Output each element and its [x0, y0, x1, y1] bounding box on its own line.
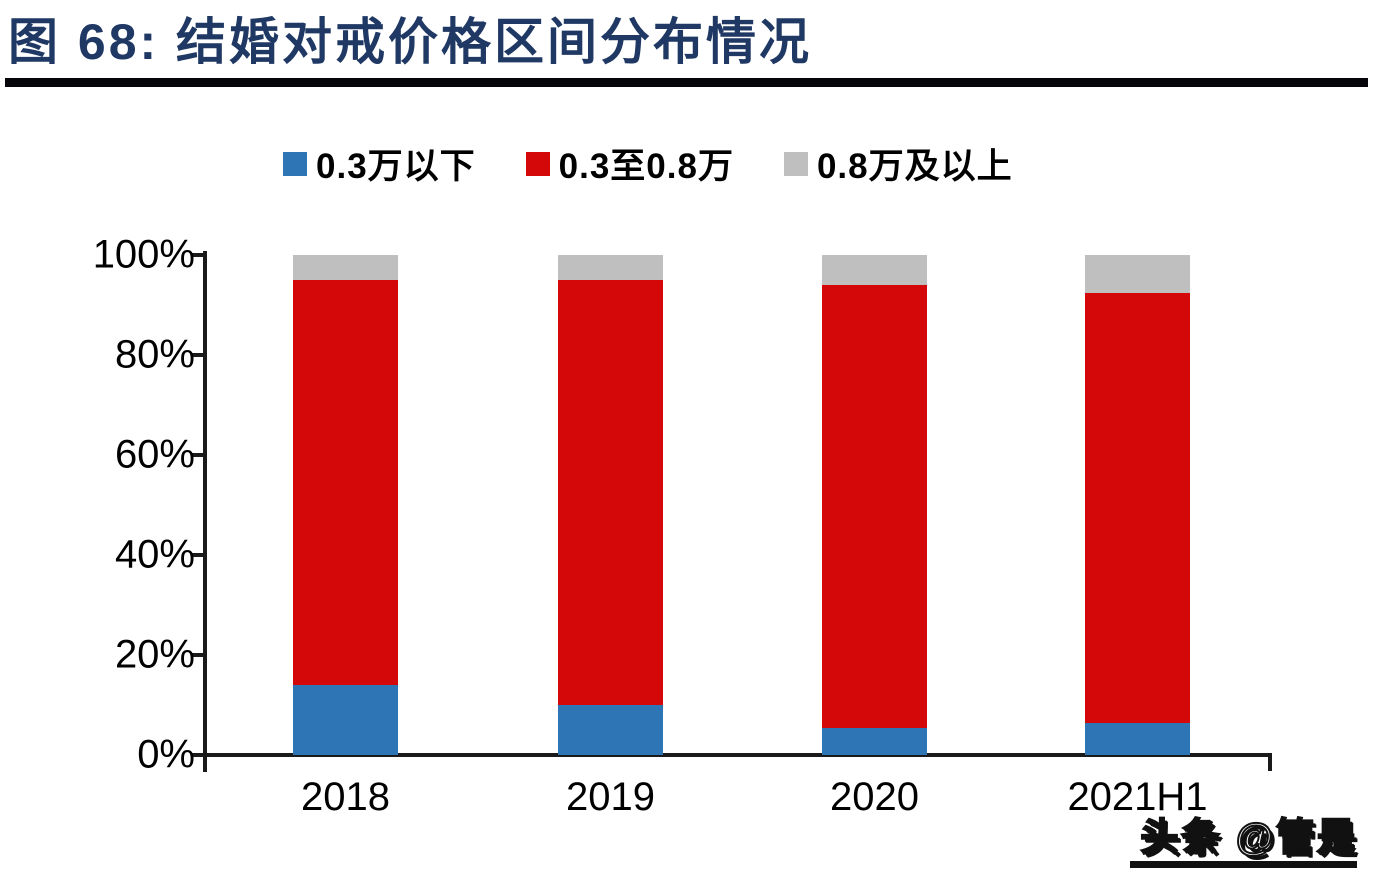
x-axis-line [203, 753, 1272, 757]
watermark-underline [1130, 861, 1357, 868]
bar-segment-2018-series-2 [293, 255, 398, 280]
y-axis-tick [191, 353, 204, 357]
legend-item-1: 0.3至0.8万 [525, 138, 734, 189]
legend-item-0: 0.3万以下 [283, 138, 476, 189]
watermark-text: 头条 @管是 [1139, 816, 1358, 860]
x-axis-label-2019: 2019 [566, 775, 655, 819]
bar-segment-2018-series-0 [293, 685, 398, 755]
legend-item-2: 0.8万及以上 [783, 138, 1013, 189]
legend-swatch-icon [525, 151, 550, 176]
legend-label: 0.3万以下 [316, 147, 476, 186]
x-axis-label-2018: 2018 [301, 775, 390, 819]
legend-label: 0.8万及以上 [816, 147, 1013, 186]
y-axis-line [203, 251, 207, 772]
bar-segment-2020-series-2 [822, 255, 927, 285]
x-axis-label-2021H1: 2021H1 [1067, 775, 1208, 819]
bar-segment-2019-series-0 [558, 705, 663, 755]
bar-segment-2018-series-1 [293, 280, 398, 685]
legend: 0.3万以下 0.3至0.8万 0.8万及以上 [283, 138, 1013, 189]
y-axis-tick [191, 653, 204, 657]
title-underline [5, 78, 1368, 87]
bar-2021H1 [1085, 255, 1190, 755]
bar-segment-2020-series-0 [822, 727, 927, 755]
y-axis-label: 60% [114, 432, 195, 477]
bar-segment-2021H1-series-2 [1085, 255, 1190, 293]
bar-segment-2021H1-series-0 [1085, 722, 1190, 755]
figure-title: 图 68: 结婚对戒价格区间分布情况 [8, 14, 813, 70]
y-axis-tick [191, 453, 204, 457]
y-axis-label: 80% [114, 332, 195, 377]
bar-segment-2021H1-series-1 [1085, 292, 1190, 723]
legend-swatch-icon [783, 151, 808, 176]
x-axis-end-tick [1268, 753, 1272, 771]
bar-segment-2020-series-1 [822, 285, 927, 728]
bar-segment-2019-series-1 [558, 280, 663, 705]
bar-2020 [822, 255, 927, 755]
y-axis-label: 100% [92, 232, 195, 277]
bar-2018 [293, 255, 398, 755]
y-axis-tick [191, 553, 204, 557]
y-axis-tick [191, 753, 204, 757]
legend-swatch-icon [283, 151, 307, 176]
legend-label: 0.3至0.8万 [558, 147, 734, 186]
y-axis-label: 20% [114, 632, 195, 677]
bar-2019 [558, 255, 663, 755]
y-axis-label: 40% [114, 532, 195, 577]
x-axis-label-2020: 2020 [830, 775, 919, 819]
y-axis-tick [191, 253, 204, 257]
bar-segment-2019-series-2 [558, 255, 663, 280]
y-axis-label: 0% [137, 732, 195, 777]
